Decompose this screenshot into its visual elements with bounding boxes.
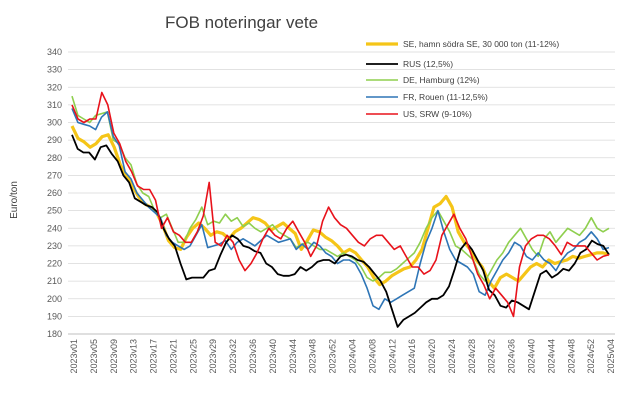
y-tick-label: 250 xyxy=(47,206,62,216)
y-tick-label: 290 xyxy=(47,135,62,145)
chart-title: FOB noteringar vete xyxy=(165,13,318,32)
y-tick-label: 280 xyxy=(47,153,62,163)
x-tick-label: 2024v32 xyxy=(487,339,497,374)
x-tick-label: 2023v21 xyxy=(168,339,178,374)
legend: SE, hamn södra SE, 30 000 ton (11-12%) RU… xyxy=(366,39,559,119)
x-tick-label: 2024v04 xyxy=(347,339,357,374)
x-tick-label: 2023v01 xyxy=(69,339,79,374)
y-tick-label: 180 xyxy=(47,329,62,339)
legend-label: RUS (12,5%) xyxy=(403,59,453,69)
y-tick-label: 330 xyxy=(47,65,62,75)
y-tick-label: 300 xyxy=(47,118,62,128)
x-tick-label: 2024v12 xyxy=(387,339,397,374)
x-tick-label: 2023v25 xyxy=(188,339,198,374)
x-tick-label: 2023v40 xyxy=(268,339,278,374)
legend-label: US, SRW (9-10%) xyxy=(403,109,472,119)
legend-label: FR, Rouen (11-12,5%) xyxy=(403,92,488,102)
x-tick-label: 2024v28 xyxy=(467,339,477,374)
x-tick-label: 2023v52 xyxy=(328,339,338,374)
x-tick-label: 2023v17 xyxy=(149,339,159,374)
x-tick-label: 2024v40 xyxy=(526,339,536,374)
x-tick-label: 2023v32 xyxy=(228,339,238,374)
legend-label: SE, hamn södra SE, 30 000 ton (11-12%) xyxy=(403,39,559,49)
x-tick-label: 2024v16 xyxy=(407,339,417,374)
y-tick-label: 220 xyxy=(47,259,62,269)
series-line-2 xyxy=(71,95,610,282)
legend-label: DE, Hamburg (12%) xyxy=(403,75,480,85)
y-tick-label: 200 xyxy=(47,294,62,304)
y-tick-label: 240 xyxy=(47,223,62,233)
x-tick-label: 2024v08 xyxy=(367,339,377,374)
x-tick-label: 2024v44 xyxy=(546,339,556,374)
y-tick-label: 340 xyxy=(47,47,62,57)
series-line-1 xyxy=(71,134,610,328)
x-tick-label: 2023v13 xyxy=(129,339,139,374)
series-lines xyxy=(70,91,610,328)
y-tick-label: 260 xyxy=(47,188,62,198)
x-tick-label: 2023v36 xyxy=(248,339,258,374)
x-tick-label: 2023v48 xyxy=(308,339,318,374)
y-tick-label: 190 xyxy=(47,311,62,321)
y-tick-label: 310 xyxy=(47,100,62,110)
x-tick-label: 2024v20 xyxy=(427,339,437,374)
y-tick-label: 230 xyxy=(47,241,62,251)
x-tick-label: 2024v48 xyxy=(566,339,576,374)
x-tick-label: 2024v36 xyxy=(507,339,517,374)
x-tick-label: 2024v24 xyxy=(447,339,457,374)
x-tick-label: 2023v44 xyxy=(288,339,298,374)
y-tick-label: 320 xyxy=(47,82,62,92)
x-tick-label: 2023v29 xyxy=(208,339,218,374)
x-axis-ticks: 2023v01 2023v05 2023v09 2023v13 2023v17 2023v… xyxy=(69,339,616,374)
x-tick-label: 2023v05 xyxy=(89,339,99,374)
series-line-4 xyxy=(71,91,610,318)
y-tick-label: 210 xyxy=(47,276,62,286)
x-tick-label: 2023v09 xyxy=(109,339,119,374)
x-tick-label: 2024v52 xyxy=(586,339,596,374)
y-axis-ticks: 180 190 200 210 220 230 240 250 260 270 280 290 300 3… xyxy=(47,47,62,339)
grid xyxy=(68,51,615,335)
y-axis-label: Euro/ton xyxy=(9,181,20,219)
y-tick-label: 270 xyxy=(47,170,62,180)
x-tick-label: 2025v04 xyxy=(606,339,616,374)
